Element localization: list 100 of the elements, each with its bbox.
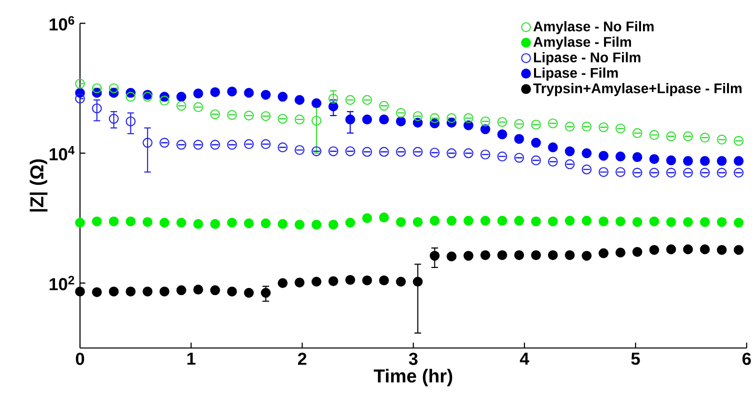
legend-label: Amylase - Film <box>533 36 632 50</box>
point <box>312 276 322 287</box>
point <box>176 285 186 296</box>
point <box>244 218 254 228</box>
point <box>598 248 608 258</box>
point <box>108 216 119 226</box>
point <box>716 134 727 145</box>
point <box>412 217 423 227</box>
point <box>497 117 508 127</box>
point <box>294 114 304 124</box>
point <box>210 140 220 150</box>
point <box>464 148 474 158</box>
point <box>210 219 220 229</box>
point <box>142 138 152 148</box>
point <box>260 218 271 228</box>
point <box>531 250 541 260</box>
point <box>582 122 592 132</box>
point <box>514 216 524 226</box>
point <box>683 244 693 254</box>
point <box>312 116 322 126</box>
point <box>734 168 744 178</box>
point <box>345 95 356 105</box>
point <box>598 150 608 161</box>
point <box>412 276 423 287</box>
point <box>598 216 608 226</box>
point <box>75 78 85 89</box>
point <box>598 167 608 177</box>
point <box>632 152 642 162</box>
point <box>666 131 676 142</box>
point <box>92 103 102 114</box>
point <box>260 139 271 150</box>
point <box>430 148 440 158</box>
point <box>564 146 575 156</box>
x-tick-label: 0 <box>76 352 84 365</box>
x-tick-label: 1 <box>187 352 196 365</box>
point <box>278 278 288 288</box>
point <box>514 152 524 163</box>
point <box>430 250 440 261</box>
point <box>260 111 271 122</box>
point <box>531 216 541 226</box>
x-tick-label: 2 <box>298 352 306 365</box>
y-tick-label: 10$^{6}$ <box>50 16 74 31</box>
point <box>278 92 288 102</box>
point <box>75 286 85 296</box>
point <box>412 111 423 122</box>
legend-label: Lipase - Film <box>534 68 618 81</box>
point <box>700 244 710 254</box>
point <box>210 87 220 98</box>
point <box>244 110 254 120</box>
point <box>616 152 626 162</box>
point <box>649 244 660 255</box>
point <box>531 138 541 148</box>
point <box>446 252 456 262</box>
point <box>683 131 693 142</box>
point <box>126 116 136 126</box>
point <box>582 148 592 158</box>
x-tick-label: 6 <box>742 352 751 365</box>
point <box>683 217 693 227</box>
point <box>564 159 575 170</box>
point <box>666 155 676 166</box>
point <box>328 276 338 286</box>
legend-label: Amylase - No Film <box>533 21 654 34</box>
point <box>362 114 372 124</box>
point <box>227 218 237 228</box>
point <box>210 285 220 296</box>
point <box>345 274 356 285</box>
point <box>193 284 204 295</box>
point <box>312 220 322 230</box>
point <box>328 94 338 104</box>
point <box>278 219 288 229</box>
point <box>142 217 152 227</box>
point <box>396 217 406 227</box>
point <box>294 145 304 155</box>
point <box>430 113 440 124</box>
point <box>379 146 389 157</box>
point <box>227 140 237 150</box>
point <box>514 119 524 129</box>
point <box>92 83 102 94</box>
point <box>632 246 642 257</box>
point <box>379 275 389 286</box>
point <box>649 130 660 140</box>
point <box>683 168 693 178</box>
legend-label: Lipase - No Film <box>534 52 640 66</box>
point <box>126 286 136 296</box>
point <box>514 134 524 144</box>
point <box>227 110 237 120</box>
point <box>716 244 727 255</box>
point <box>379 212 389 222</box>
point <box>244 139 254 150</box>
point <box>260 288 271 298</box>
point <box>278 114 288 124</box>
point <box>176 140 186 150</box>
point <box>514 250 524 260</box>
x-tick-label: 3 <box>408 352 418 365</box>
point <box>193 88 204 98</box>
point <box>700 168 710 178</box>
point <box>227 86 237 96</box>
point <box>126 92 136 102</box>
point <box>126 216 136 226</box>
y-axis-title: |Z| (Ω) <box>30 159 48 212</box>
